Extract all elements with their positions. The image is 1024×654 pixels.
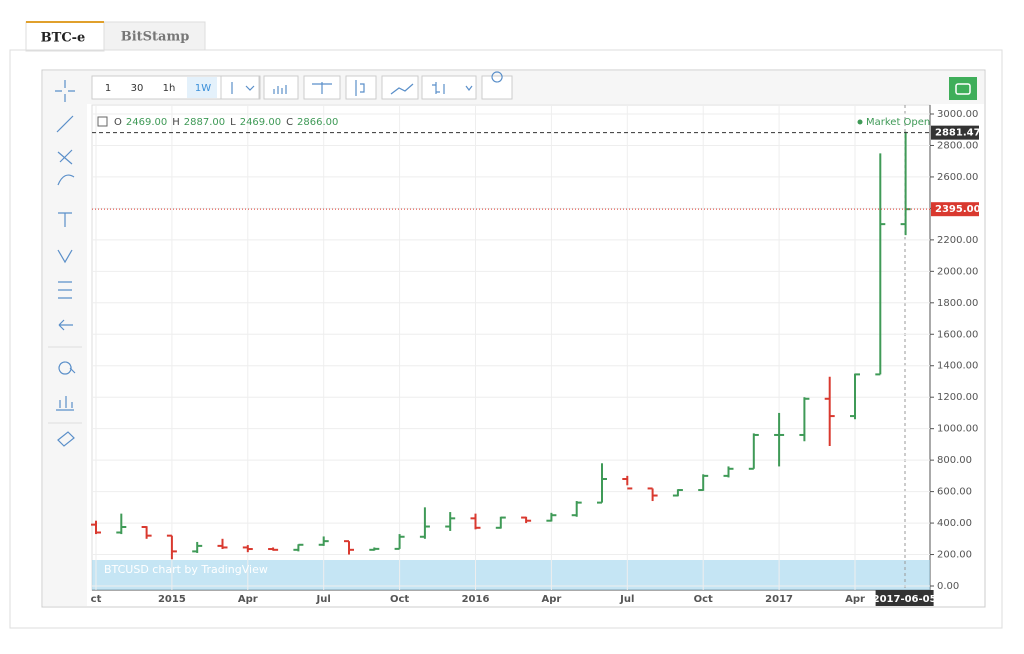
y-tick-label: 600.00 (937, 487, 972, 498)
left-toolbar (43, 71, 87, 606)
legend-key: C (286, 117, 293, 128)
x-tick-label: Oct (694, 594, 713, 605)
y-tick-label: 2000.00 (937, 266, 978, 277)
y-tick-label: 1000.00 (937, 424, 978, 435)
tab-bg-active[interactable] (25, 21, 105, 52)
watermark: BTCUSD chart by TradingView (104, 563, 268, 576)
area-button[interactable] (381, 75, 419, 100)
y-tick-label: 2800.00 (937, 140, 978, 151)
price-label-bg (931, 125, 979, 140)
x-tick-label: Jul (316, 594, 331, 605)
x-tick-label: Jul (619, 594, 634, 605)
y-tick-label: 400.00 (937, 518, 972, 529)
x-tick-label: 2015 (158, 594, 186, 605)
interval-button[interactable]: 30 (131, 83, 144, 94)
x-tick-label: 2016 (462, 594, 490, 605)
idea-button[interactable] (481, 75, 513, 100)
y-tick-label: 800.00 (937, 455, 972, 466)
x-tick-label: Apr (238, 594, 258, 605)
legend-value: 2469.00 (126, 117, 167, 128)
ohlc-legend: O 2469.00 H 2887.00 L 2469.00 C 2866.00 (114, 117, 338, 128)
bars-button[interactable] (421, 75, 477, 100)
y-tick-label: 1800.00 (937, 298, 978, 309)
candle-button[interactable] (345, 75, 377, 100)
x-tick-label: Apr (541, 594, 561, 605)
more-button[interactable] (220, 75, 260, 100)
snapshot-button[interactable] (949, 77, 977, 100)
legend-key: O (114, 117, 122, 128)
y-tick-label: 1200.00 (937, 392, 978, 403)
x-tick-label: ct (91, 594, 102, 605)
legend-value: 2866.00 (297, 117, 338, 128)
time-label-bg (875, 590, 934, 606)
interval-button[interactable]: 1h (163, 83, 176, 94)
drawing-tools (48, 80, 82, 447)
price-label-bg (931, 202, 979, 217)
status-dot (857, 119, 863, 125)
y-tick-label: 200.00 (937, 550, 972, 561)
x-tick-label: 2017-06-05 (873, 594, 937, 605)
interval-group (91, 75, 261, 100)
x-tick-label: 2017 (765, 594, 793, 605)
camera-icon (955, 83, 971, 95)
price-label: 2395.00 (935, 204, 981, 215)
interval-active (187, 77, 217, 98)
tab[interactable]: BitStamp (121, 30, 190, 45)
y-tick-label: 3000.00 (937, 109, 978, 120)
panel (9, 49, 1003, 629)
legend-value: 2469.00 (240, 117, 281, 128)
volume-background (92, 560, 930, 590)
legend-value: 2887.00 (184, 117, 225, 128)
plot-area (91, 104, 931, 591)
tab[interactable]: BTC-e (41, 31, 86, 46)
legend-key: L (230, 117, 236, 128)
y-tick-label: 2200.00 (937, 235, 978, 246)
market-status: Market Open (866, 117, 930, 128)
x-tick-label: Apr (845, 594, 865, 605)
y-tick-label: 0.00 (937, 581, 959, 592)
y-tick-label: 2600.00 (937, 172, 978, 183)
interval-button[interactable]: 1 (105, 83, 111, 94)
toolbar-icons (220, 71, 977, 100)
indicators-button[interactable] (263, 75, 299, 100)
x-tick-label: Oct (390, 594, 409, 605)
y-tick-label: 1600.00 (937, 329, 978, 340)
price-label: 2881.47 (935, 128, 981, 139)
interval-button[interactable]: 1W (195, 83, 211, 94)
y-tick-label: 1400.00 (937, 361, 978, 372)
legend-toggle[interactable] (97, 116, 108, 127)
legend-key: H (172, 117, 180, 128)
